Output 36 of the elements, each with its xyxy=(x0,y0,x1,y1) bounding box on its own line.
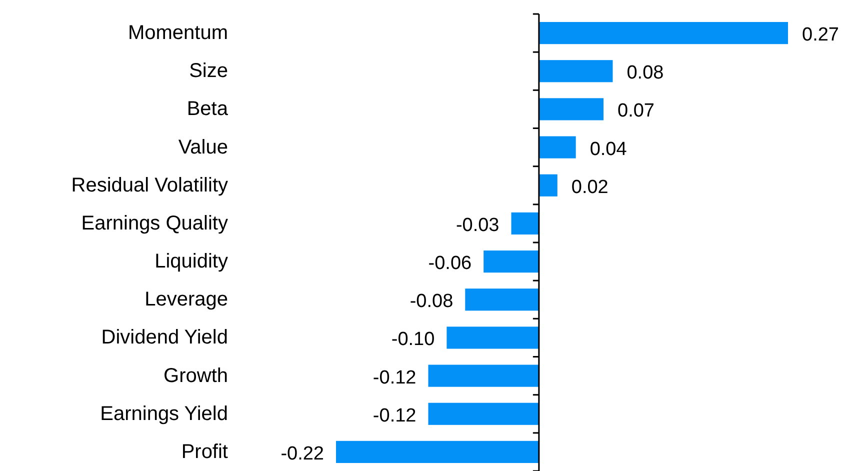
bar xyxy=(538,136,576,158)
data-label: 0.27 xyxy=(802,24,839,46)
data-label: 0.04 xyxy=(590,138,628,160)
y-tick-label: Leverage xyxy=(144,288,228,311)
bar xyxy=(428,364,539,387)
y-tick-label: Residual Volatility xyxy=(71,174,228,196)
data-label: 0.07 xyxy=(618,100,654,122)
data-label: -0.12 xyxy=(372,405,416,426)
y-tick-label: Earnings Quality xyxy=(81,212,228,234)
bar xyxy=(428,402,539,425)
data-label: 0.08 xyxy=(626,62,664,84)
bar xyxy=(538,174,558,196)
data-label: -0.10 xyxy=(391,329,435,350)
y-tick-label: Dividend Yield xyxy=(101,326,228,349)
y-tick-label: Size xyxy=(189,60,228,82)
data-label: -0.06 xyxy=(428,253,472,274)
bar xyxy=(446,326,539,349)
bar xyxy=(484,250,539,273)
bar xyxy=(538,98,604,120)
data-label: 0.02 xyxy=(571,176,608,198)
y-tick-label: Profit xyxy=(181,440,228,463)
data-label: -0.08 xyxy=(410,291,454,312)
bar xyxy=(465,288,539,311)
y-tick-label: Growth xyxy=(164,364,228,387)
bar xyxy=(538,60,613,82)
y-tick-label: Value xyxy=(178,136,228,158)
data-label: -0.22 xyxy=(280,443,324,464)
y-tick-label: Beta xyxy=(186,98,229,120)
bar xyxy=(538,22,788,44)
data-label: -0.12 xyxy=(372,367,416,388)
y-tick-label: Momentum xyxy=(128,22,228,44)
bar xyxy=(336,440,539,463)
y-tick-label: Liquidity xyxy=(154,250,228,273)
y-tick-label: Earnings Yield xyxy=(100,402,228,425)
bar xyxy=(511,212,539,234)
data-label: -0.03 xyxy=(456,214,500,236)
